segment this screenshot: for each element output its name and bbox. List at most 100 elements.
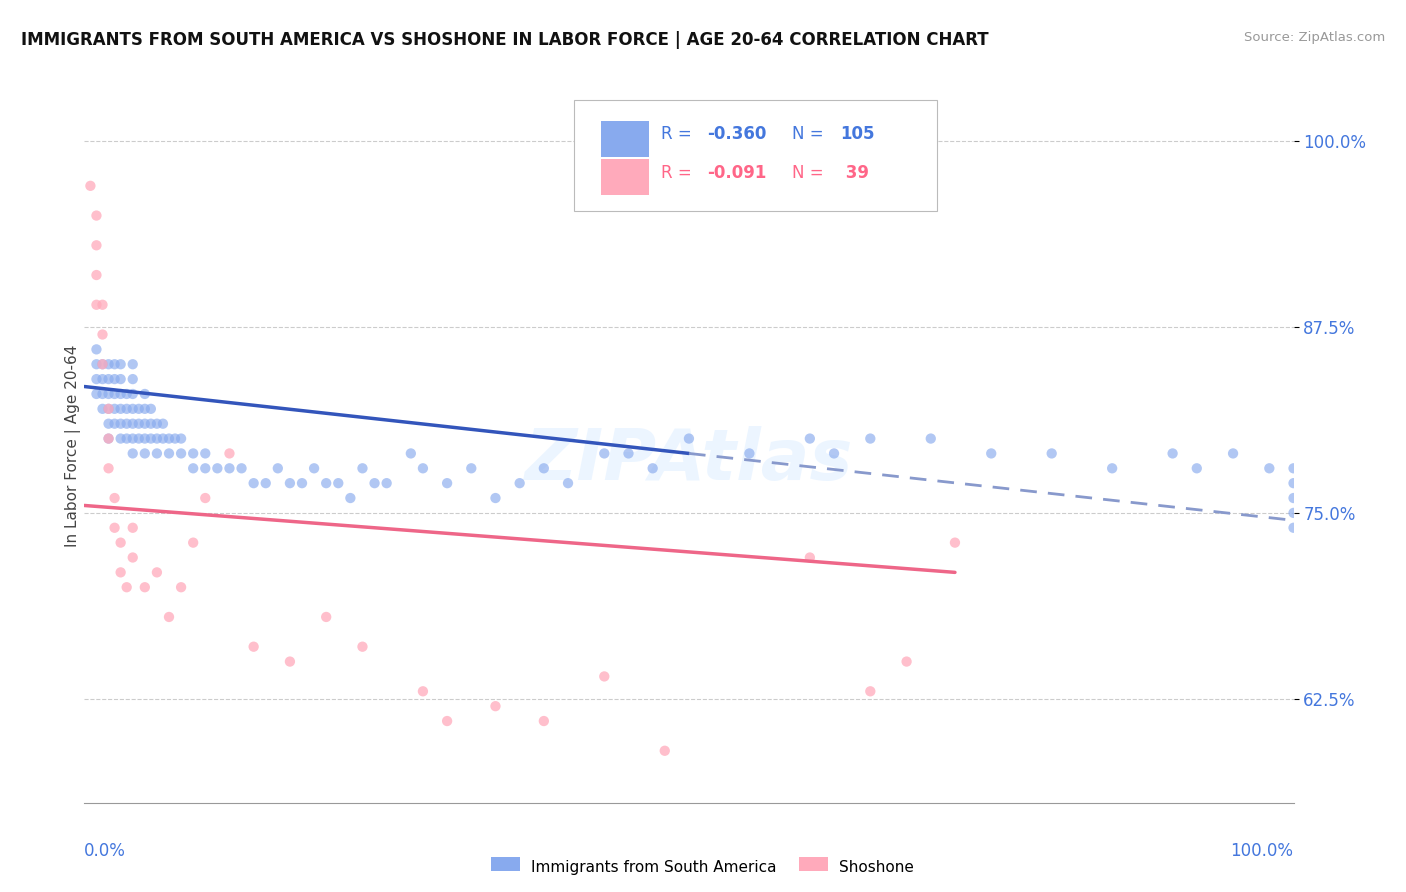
Point	[139, 432, 162, 446]
Point	[146, 432, 169, 446]
Point	[315, 610, 337, 624]
Point	[557, 476, 579, 491]
Point	[1282, 461, 1305, 475]
Point	[110, 417, 132, 431]
Point	[86, 343, 108, 357]
Point	[375, 476, 398, 491]
Point	[278, 476, 301, 491]
Point	[91, 372, 114, 386]
Point	[86, 209, 108, 223]
Bar	[600, 159, 650, 194]
Point	[86, 268, 108, 282]
Point	[218, 446, 240, 460]
Text: -0.360: -0.360	[707, 125, 766, 143]
Point	[97, 372, 120, 386]
Text: 105: 105	[841, 125, 875, 143]
Point	[738, 446, 761, 460]
Text: -0.091: -0.091	[707, 164, 766, 182]
Point	[97, 432, 120, 446]
Point	[121, 401, 143, 416]
Text: 100.0%: 100.0%	[1230, 842, 1294, 860]
Text: 39: 39	[841, 164, 869, 182]
Point	[115, 580, 138, 594]
Point	[1161, 446, 1184, 460]
Point	[363, 476, 385, 491]
Point	[104, 491, 127, 505]
Point	[1282, 521, 1305, 535]
Point	[104, 372, 127, 386]
Point	[91, 357, 114, 371]
FancyBboxPatch shape	[574, 100, 936, 211]
Point	[121, 521, 143, 535]
Point	[104, 521, 127, 535]
Point	[533, 461, 555, 475]
Point	[593, 446, 616, 460]
Point	[194, 491, 217, 505]
Point	[181, 461, 204, 475]
Point	[104, 357, 127, 371]
Point	[146, 417, 169, 431]
Point	[139, 417, 162, 431]
Point	[170, 446, 193, 460]
Point	[134, 417, 156, 431]
Point	[859, 684, 882, 698]
Point	[97, 417, 120, 431]
Point	[1101, 461, 1123, 475]
Point	[291, 476, 314, 491]
Point	[115, 417, 138, 431]
Point	[110, 372, 132, 386]
Point	[86, 298, 108, 312]
Point	[110, 401, 132, 416]
Point	[436, 714, 458, 728]
Legend: Immigrants from South America, Shoshone: Immigrants from South America, Shoshone	[492, 861, 914, 875]
Point	[352, 640, 374, 654]
Point	[104, 401, 127, 416]
Point	[484, 491, 506, 505]
Point	[170, 432, 193, 446]
Point	[110, 387, 132, 401]
Point	[115, 432, 138, 446]
Point	[207, 461, 229, 475]
Point	[97, 461, 120, 475]
Point	[110, 357, 132, 371]
Point	[128, 401, 150, 416]
Point	[91, 401, 114, 416]
Point	[157, 446, 180, 460]
Point	[121, 387, 143, 401]
Text: 0.0%: 0.0%	[84, 842, 127, 860]
Point	[943, 535, 966, 549]
Point	[139, 401, 162, 416]
Point	[134, 401, 156, 416]
Point	[484, 699, 506, 714]
Point	[134, 446, 156, 460]
Point	[157, 432, 180, 446]
Point	[412, 461, 434, 475]
Point	[1040, 446, 1063, 460]
Point	[654, 744, 676, 758]
Point	[110, 432, 132, 446]
Point	[86, 372, 108, 386]
Point	[1258, 461, 1281, 475]
Point	[121, 446, 143, 460]
Point	[399, 446, 422, 460]
Point	[533, 714, 555, 728]
Point	[678, 432, 700, 446]
Text: R =: R =	[661, 164, 697, 182]
Point	[121, 372, 143, 386]
Point	[194, 446, 217, 460]
Text: N =: N =	[792, 125, 828, 143]
Point	[315, 476, 337, 491]
Point	[799, 432, 821, 446]
Point	[91, 327, 114, 342]
Point	[339, 491, 361, 505]
Point	[302, 461, 325, 475]
Text: N =: N =	[792, 164, 828, 182]
Point	[1282, 476, 1305, 491]
Point	[97, 432, 120, 446]
Point	[509, 476, 531, 491]
Point	[920, 432, 942, 446]
Point	[97, 401, 120, 416]
Point	[121, 432, 143, 446]
Point	[91, 357, 114, 371]
Point	[170, 580, 193, 594]
